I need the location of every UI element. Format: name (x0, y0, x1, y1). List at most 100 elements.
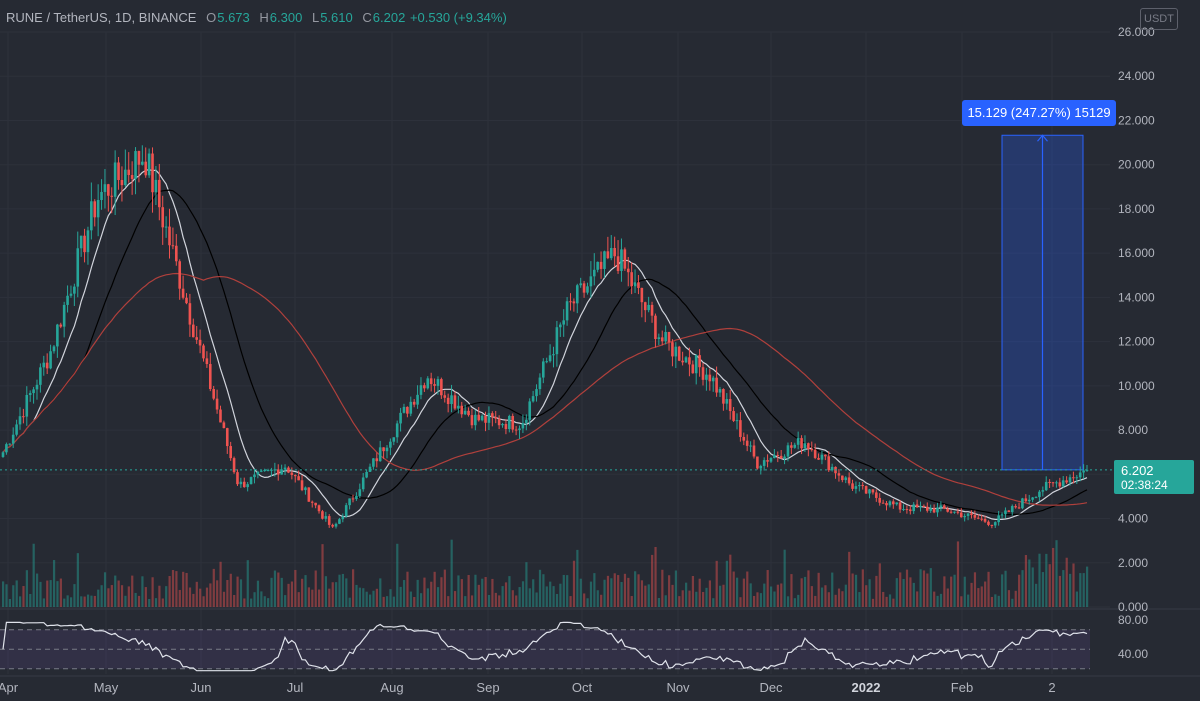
candle-body (470, 415, 474, 426)
volume-bar (311, 589, 314, 607)
volume-bar (549, 581, 552, 607)
volume-bar (555, 593, 559, 607)
volume-bar (786, 596, 790, 607)
candle-body (494, 417, 498, 419)
volume-bar (59, 578, 62, 607)
volume-bar (443, 569, 446, 607)
candle-body (983, 518, 987, 522)
candle-body (912, 504, 915, 512)
volume-bar (861, 569, 864, 607)
volume-bar (35, 573, 39, 607)
volume-bar (280, 577, 283, 607)
candle-body (752, 445, 756, 457)
volume-bar (131, 575, 134, 607)
symbol-title[interactable]: RUNE / TetherUS, 1D, BINANCE (6, 10, 197, 25)
volume-bar (943, 576, 946, 607)
candle-body (283, 467, 287, 470)
volume-bar (229, 573, 232, 607)
volume-bar (501, 586, 504, 607)
candle-body (151, 153, 154, 193)
volume-bar (236, 576, 239, 607)
candle-body (728, 399, 732, 412)
candle-body (32, 389, 35, 394)
volume-bar (430, 581, 433, 607)
candle-body (762, 460, 766, 466)
candle-body (538, 377, 542, 390)
candle-body (942, 505, 946, 509)
volume-bar (154, 598, 158, 607)
candle-body (453, 395, 457, 409)
volume-bar (385, 596, 389, 607)
volume-bar (1028, 559, 1031, 607)
volume-bar (630, 596, 633, 607)
candle-body (395, 423, 399, 438)
candle-body (79, 235, 83, 249)
volume-bar (1075, 591, 1079, 607)
candle-body (1038, 491, 1041, 498)
currency-button[interactable]: USDT (1140, 8, 1178, 30)
candle-body (514, 429, 518, 431)
volume-bar (946, 588, 949, 607)
candle-body (525, 419, 528, 424)
volume-bar (426, 588, 429, 607)
volume-bar (243, 598, 246, 607)
volume-bar (32, 543, 35, 607)
volume-bar (1065, 557, 1068, 607)
volume-bar (341, 573, 345, 607)
volume-bar (705, 587, 708, 607)
y-tick-label: 20.000 (1118, 158, 1155, 172)
volume-bar (12, 585, 15, 607)
candle-body (365, 471, 368, 478)
volume-bar (80, 596, 83, 607)
volume-bar (566, 575, 569, 607)
volume-bar (769, 586, 773, 607)
candle-body (236, 472, 239, 485)
volume-bar (841, 591, 844, 607)
volume-bar (66, 595, 69, 607)
volume-bar (970, 582, 973, 607)
candle-body (793, 444, 797, 448)
candle-body (878, 497, 882, 503)
volume-bar (212, 568, 215, 607)
volume-bar (42, 598, 45, 607)
candle-body (382, 447, 385, 452)
candle-body (225, 428, 229, 447)
volume-bar (1035, 583, 1038, 607)
candle-body (861, 485, 865, 487)
volume-bar (766, 570, 769, 607)
volume-bar (800, 578, 803, 607)
candle-body (664, 331, 667, 342)
candle-body (426, 378, 430, 389)
candle-body (569, 301, 572, 303)
volume-bar (725, 560, 728, 607)
volume-bar (674, 570, 678, 607)
candle-body (96, 200, 100, 218)
volume-bar (868, 579, 871, 607)
volume-bar (148, 598, 151, 607)
candle-body (980, 518, 983, 520)
volume-bar (76, 553, 79, 607)
volume-bar (331, 582, 334, 607)
candle-body (817, 457, 820, 460)
volume-bar (260, 591, 263, 607)
candle-body (256, 471, 260, 475)
volume-bar (464, 596, 467, 607)
volume-bar (579, 578, 582, 607)
candle-body (161, 207, 165, 228)
candle-body (287, 467, 290, 473)
candle-body (402, 406, 406, 413)
candle-body (314, 502, 317, 506)
candle-body (205, 358, 209, 365)
y-tick-label: 24.000 (1118, 69, 1155, 83)
candle-body (844, 477, 848, 481)
candle-body (463, 410, 467, 415)
candle-body (474, 414, 477, 426)
volume-bar (532, 579, 535, 607)
volume-bar (1031, 567, 1034, 607)
candle-body (450, 395, 453, 405)
candle-body (711, 377, 715, 382)
volume-bar (732, 571, 735, 607)
candle-body (440, 379, 443, 396)
candle-body (898, 502, 902, 510)
